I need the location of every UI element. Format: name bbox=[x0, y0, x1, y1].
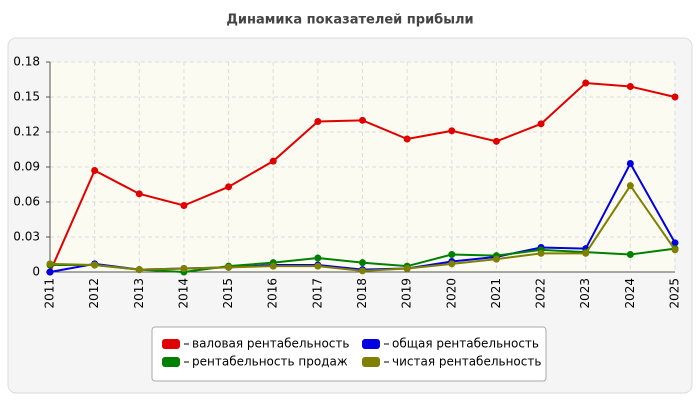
point bbox=[314, 118, 322, 125]
point bbox=[403, 265, 411, 272]
legend-swatch bbox=[162, 357, 180, 367]
legend-label: общая рентабельность bbox=[392, 337, 539, 351]
point bbox=[582, 249, 590, 257]
x-tick-label: 2021 bbox=[489, 278, 503, 309]
y-tick-label: 0.09 bbox=[13, 160, 40, 174]
y-tick-label: 0.12 bbox=[13, 125, 40, 139]
point bbox=[91, 167, 99, 174]
y-tick-label: 0 bbox=[32, 265, 40, 279]
point bbox=[180, 202, 188, 209]
x-tick-label: 2011 bbox=[43, 278, 57, 309]
point bbox=[626, 83, 634, 90]
point bbox=[91, 261, 99, 269]
point bbox=[135, 266, 143, 274]
point bbox=[537, 120, 545, 128]
y-tick-label: 0.03 bbox=[13, 230, 40, 244]
point bbox=[671, 239, 679, 247]
point bbox=[537, 249, 545, 257]
point bbox=[46, 268, 54, 276]
point bbox=[180, 265, 188, 272]
point bbox=[314, 262, 322, 270]
x-tick-label: 2016 bbox=[266, 278, 280, 309]
point bbox=[403, 135, 411, 143]
x-tick-label: 2014 bbox=[176, 278, 190, 309]
legend-swatch bbox=[162, 339, 180, 349]
point bbox=[671, 246, 679, 254]
point bbox=[626, 182, 634, 190]
point bbox=[492, 255, 500, 263]
legend-swatch bbox=[362, 339, 380, 349]
point bbox=[626, 160, 634, 167]
point bbox=[225, 263, 233, 271]
x-tick-label: 2023 bbox=[578, 278, 592, 309]
x-tick-label: 2025 bbox=[668, 278, 682, 309]
x-tick-label: 2019 bbox=[400, 278, 414, 309]
x-tick-label: 2018 bbox=[355, 278, 369, 309]
y-tick-label: 0.18 bbox=[13, 55, 40, 69]
x-tick-label: 2024 bbox=[623, 278, 637, 309]
point bbox=[269, 262, 277, 270]
point bbox=[135, 190, 143, 198]
point bbox=[46, 260, 54, 268]
point bbox=[582, 79, 590, 87]
y-tick-label: 0.15 bbox=[13, 90, 40, 104]
point bbox=[448, 127, 456, 135]
legend bbox=[151, 326, 547, 382]
point bbox=[359, 259, 366, 267]
point bbox=[359, 267, 366, 275]
y-tick-label: 0.06 bbox=[13, 195, 40, 209]
chart-title: Динамика показателей прибыли bbox=[226, 13, 473, 28]
point bbox=[448, 260, 456, 268]
x-tick-label: 2022 bbox=[534, 278, 548, 309]
point bbox=[359, 116, 366, 124]
point bbox=[492, 137, 500, 145]
legend-label: рентабельность продаж bbox=[192, 355, 348, 369]
legend-label: чистая рентабельность bbox=[392, 355, 541, 369]
point bbox=[225, 183, 233, 191]
point bbox=[626, 251, 634, 258]
x-tick-label: 2013 bbox=[132, 278, 146, 309]
x-tick-label: 2017 bbox=[310, 278, 324, 309]
point bbox=[269, 157, 277, 165]
x-tick-label: 2020 bbox=[444, 278, 458, 309]
x-tick-label: 2012 bbox=[87, 278, 101, 309]
point bbox=[314, 254, 322, 262]
legend-swatch bbox=[362, 357, 380, 367]
point bbox=[671, 93, 679, 101]
legend-label: валовая рентабельность bbox=[192, 337, 349, 351]
x-tick-label: 2015 bbox=[221, 278, 235, 309]
point bbox=[448, 251, 456, 258]
